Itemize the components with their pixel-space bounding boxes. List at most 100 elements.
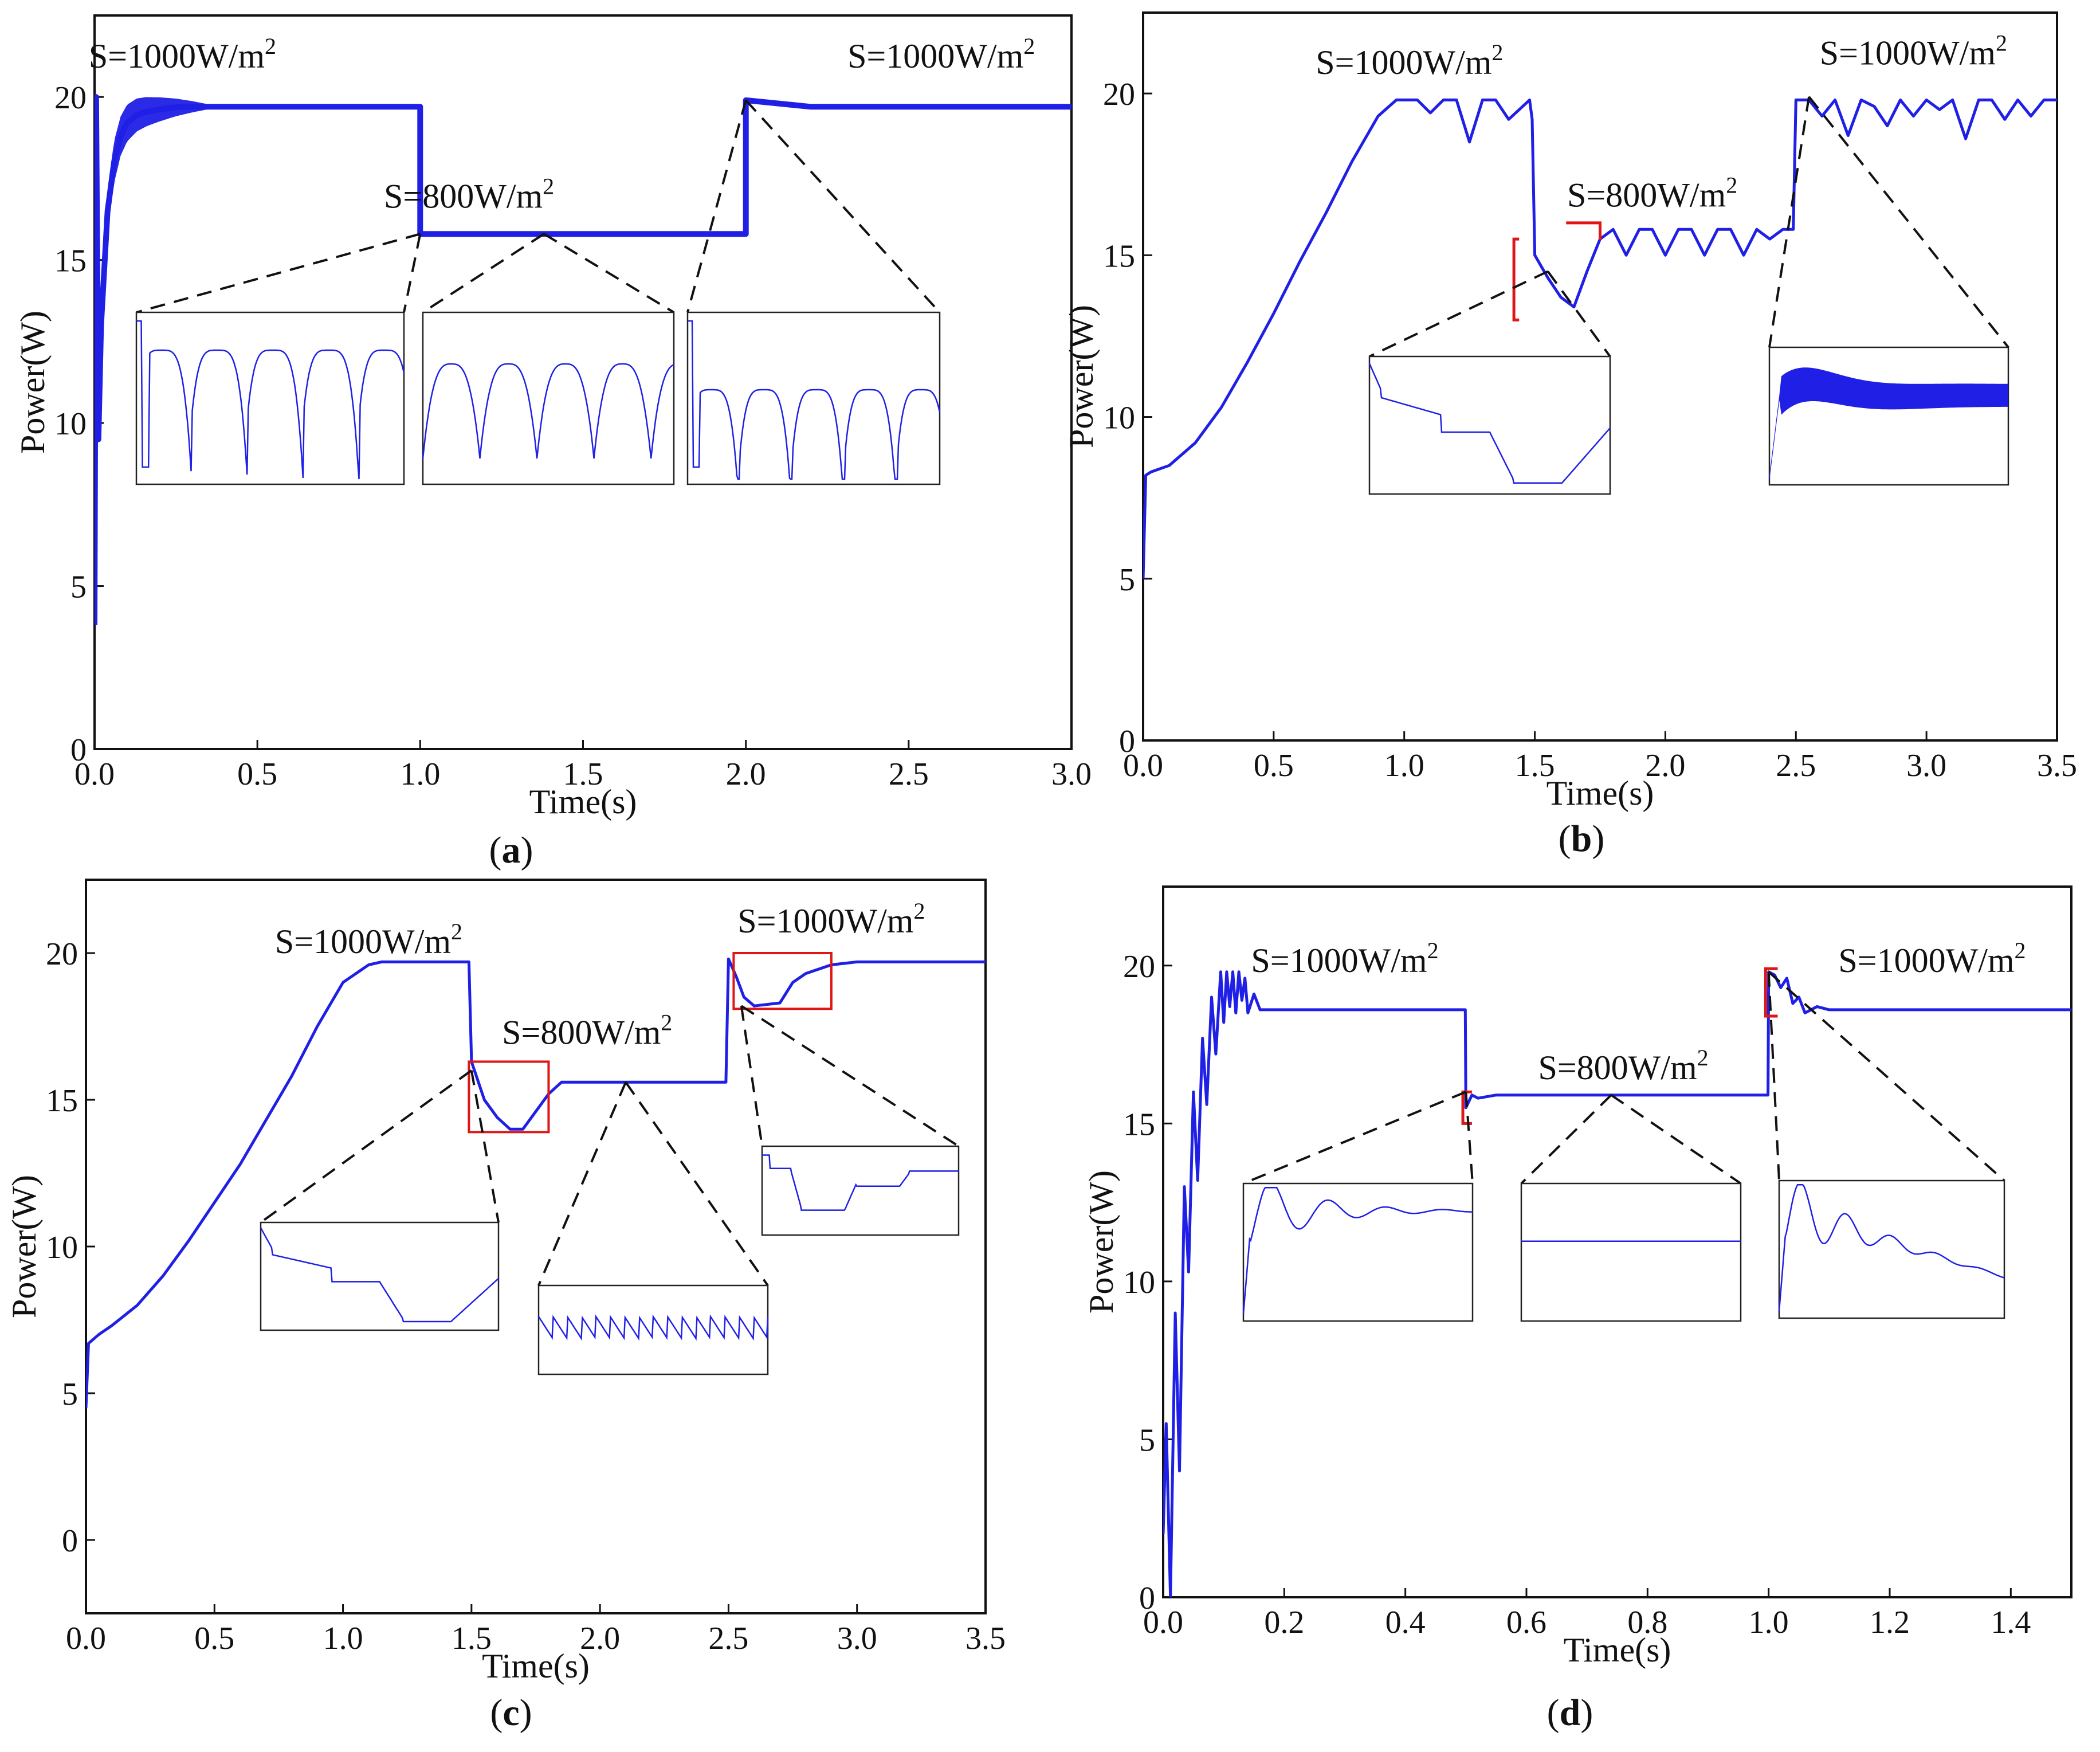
irradiance-annotation: S=800W/m2 [1538,1045,1708,1087]
y-tick-label: 5 [62,1377,78,1412]
inset-line [260,1227,499,1323]
x-tick-label: 1.5 [452,1621,492,1656]
annotation-superscript: 2 [265,33,276,59]
caption-paren: ) [521,829,533,871]
irradiance-annotation: S=1000W/m2 [1316,40,1503,81]
annotation-superscript: 2 [661,1010,672,1036]
x-tick-label: 1.5 [1515,748,1555,783]
zoom-leader-line [1465,1092,1474,1184]
inset-frame [422,311,675,485]
inset-line [1242,1186,1473,1315]
x-tick-label: 0.0 [74,757,115,792]
zoom-leader-line [1369,270,1549,358]
y-tick-label: 20 [1103,77,1135,112]
zoom-leader-line [543,233,675,313]
inset-frame [1778,1179,2005,1319]
inset-plot [1242,1186,1473,1315]
inset-plot [422,363,674,459]
annotation-superscript: 2 [451,919,462,944]
y-tick-label: 0 [1139,1581,1155,1616]
plot-frame [1162,885,2072,1598]
annotation-text: S=1000W/m [89,37,265,75]
annotation-text: S=800W/m [384,178,543,215]
zoom-leader-line [1767,971,1780,1181]
annotation-text: S=1000W/m [1251,942,1427,979]
y-axis-label: Power(W) [14,311,52,454]
inset-frame [761,1145,960,1236]
x-tick-label: 0.2 [1264,1605,1304,1640]
caption-paren: ( [489,829,502,871]
zoom-leader-line [1243,1091,1467,1185]
panel-caption: (c) [490,1692,532,1734]
zoom-leader-line [422,233,545,313]
caption-paren: ( [1547,1692,1560,1734]
annotation-superscript: 2 [543,174,554,199]
inset-line [422,363,674,459]
x-tick-label: 0.5 [1254,748,1294,783]
zoom-bracket [1764,967,1778,1018]
y-tick-label: 0 [1119,724,1135,759]
irradiance-annotation: S=1000W/m2 [1838,938,2026,979]
zoom-leader-line [403,233,422,313]
plot-frame [1142,11,2058,742]
panel-a: 0.0 0.5 1.0 1.5 2.0 2.5 3.0 0 5 10 15 20 Time(s) Powe… [14,14,1092,871]
annotation-superscript: 2 [1491,40,1503,65]
zoom-leader-line [1520,1094,1612,1185]
caption-letter: b [1571,818,1592,860]
y-tick-label: 5 [70,570,87,605]
inset-line [688,320,941,480]
x-tick-label: 1.0 [400,757,440,792]
x-tick-label: 1.0 [1749,1605,1789,1640]
x-tick-label: 2.5 [889,757,929,792]
y-tick-label: 10 [46,1230,78,1265]
x-tick-label: 3.5 [2037,748,2077,783]
zoom-leader-line [1768,96,1811,348]
annotation-superscript: 2 [2015,938,2026,963]
caption-paren: ( [1559,818,1571,860]
irradiance-annotation: S=1000W/m2 [847,33,1035,75]
y-tick-label: 5 [1119,562,1135,598]
x-tick-label: 1.5 [563,757,603,792]
x-tick-label: 1.4 [1991,1605,2031,1640]
y-tick-label: 10 [1103,401,1135,436]
inset-plot [537,1314,769,1341]
x-tick-label: 1.2 [1870,1605,1910,1640]
x-tick-label: 2.0 [726,757,766,792]
inset-plot [260,1227,499,1323]
y-tick-label: 15 [1123,1107,1155,1142]
inset-plot [1769,367,2008,481]
caption-paren: ) [1592,818,1604,860]
panel-d: 0.0 0.2 0.4 0.6 0.8 1.0 1.2 1.4 0 5 10 15 20 Time(s) P… [1082,885,2072,1734]
caption-letter: d [1560,1692,1581,1734]
inset-line [136,320,405,480]
inset-frame [1520,1182,1742,1322]
inset-plot [688,320,941,480]
zoom-leader-line [260,1069,473,1224]
x-tick-label: 3.0 [837,1621,877,1656]
x-axis-label: Time(s) [482,1647,590,1685]
annotation-text: S=800W/m [1567,177,1726,214]
zoom-leader-line [745,99,941,313]
x-tick-label: 2.0 [1645,748,1685,783]
irradiance-annotation: S=800W/m2 [502,1010,672,1052]
inset-plot [762,1154,959,1211]
inset-line [1368,363,1611,484]
x-tick-label: 3.0 [1906,748,1946,783]
inset-frame [1368,355,1611,495]
annotation-superscript: 2 [1023,33,1035,59]
zoom-leader-line [1610,1094,1742,1185]
zoom-leader-line [470,1070,500,1223]
inset-plot [1778,1183,2005,1312]
x-axis-label: Time(s) [1546,774,1654,812]
x-tick-label: 3.5 [965,1621,1006,1656]
y-tick-label: 0 [70,732,87,768]
zoom-leader-line [740,1005,763,1147]
annotation-superscript: 2 [1726,173,1737,198]
zoom-leader-line [1768,971,2005,1182]
y-tick-label: 20 [54,80,87,116]
zoom-bracket [1566,221,1602,240]
irradiance-annotation: S=1000W/m2 [1820,30,2007,72]
caption-letter: a [502,829,521,871]
irradiance-annotation: S=800W/m2 [384,174,554,215]
annotation-text: S=1000W/m [737,902,913,940]
